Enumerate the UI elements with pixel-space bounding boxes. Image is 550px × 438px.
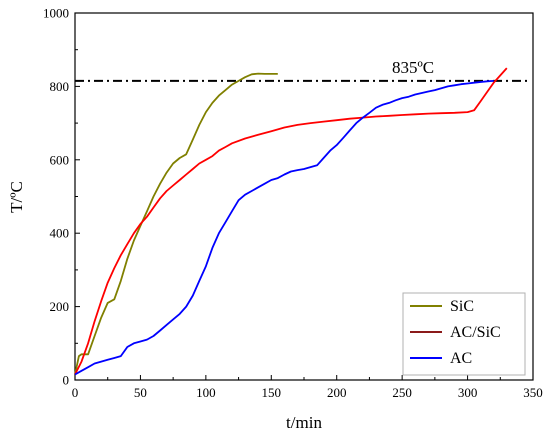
x-tick-label: 50 [134,385,147,400]
legend-label-ac-sic: AC/SiC [450,324,501,341]
x-tick-label: 250 [392,385,412,400]
y-axis-label: T/ºC [7,181,26,213]
x-tick-label: 350 [523,385,543,400]
y-tick-label: 200 [50,299,70,314]
x-tick-label: 300 [458,385,478,400]
y-tick-label: 0 [63,373,70,388]
series-line-ac-sic [74,67,508,375]
x-tick-label: 100 [196,385,216,400]
legend-label-ac: AC [450,350,472,367]
x-axis-label: t/min [286,413,322,432]
reference-line-label: 835ºC [392,58,434,77]
y-tick-label: 1000 [43,6,69,21]
legend: SiC AC/SiC AC [402,292,526,376]
series-line-ac [74,80,494,376]
series-line-sic [74,72,278,375]
x-tick-label: 0 [72,385,79,400]
x-tick-label: 200 [327,385,347,400]
y-tick-label: 400 [50,226,70,241]
legend-label-sic: SiC [450,298,474,315]
x-tick-label: 150 [262,385,282,400]
y-tick-label: 600 [50,152,70,167]
y-tick-label: 800 [50,79,70,94]
